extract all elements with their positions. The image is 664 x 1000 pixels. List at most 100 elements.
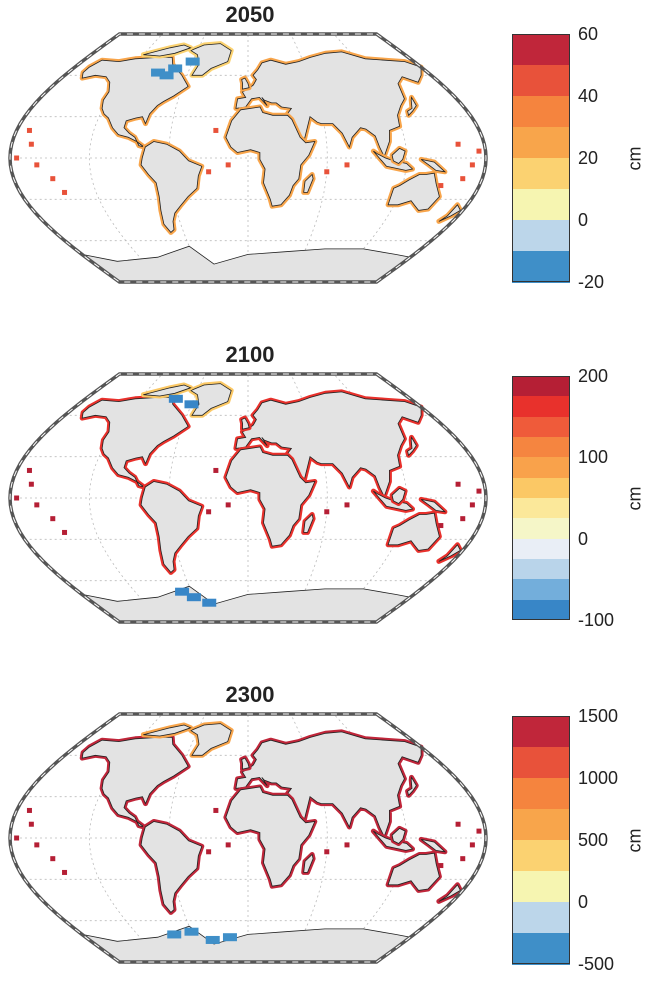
colorbar-swatch [512,599,570,621]
island-pixel [344,842,350,848]
landmass-south-america [140,481,203,573]
island-pixel [50,856,56,862]
landmass-antarctica [81,925,412,963]
graticule-meridian [333,33,408,283]
landmass-borneo [391,147,406,164]
landmass-nz [438,884,461,902]
island-pixel [213,807,219,813]
colorbar-swatch [512,96,570,128]
colorbar-tick-label: 60 [578,24,599,44]
island-pixel [34,842,40,848]
graticule-meridian [88,33,163,283]
landmass-canada-islands [143,724,192,737]
panel-title: 2300 [225,682,275,707]
landmass-canada-islands [143,384,192,397]
island-pixel [50,516,56,522]
cold-region-marker [168,394,183,403]
landmass-eurasia [235,51,422,158]
cold-region-marker [167,930,182,939]
island-pixel [460,856,466,862]
island-pixel [28,821,34,827]
colorbar-swatch [512,778,570,810]
landmass-uk [241,417,250,430]
island-pixel [455,141,461,147]
island-pixel [62,529,68,535]
landmass-south-america [140,141,203,233]
landmass-australia [387,172,440,211]
cold-region-marker [185,57,200,66]
cold-region-marker [186,593,201,602]
island-pixel [50,176,56,182]
colorbar-unit-label: cm [624,828,645,853]
landmass-uk [241,757,250,770]
landmass-nz [438,544,461,562]
colorbar-swatch [512,498,570,519]
colorbar-swatch [512,840,570,872]
cold-region-marker [202,598,217,607]
island-pixel [62,869,68,875]
colorbar-swatch [512,127,570,159]
landmass-antarctica [81,245,412,283]
colorbar-swatch [512,538,570,560]
landmass-borneo [391,827,406,844]
landmass-north-america [81,397,189,488]
island-pixel [26,467,32,473]
island-pixel [455,481,461,487]
landmass-new-guinea [420,159,447,173]
cold-region-marker [159,71,174,80]
island-pixel [324,849,330,855]
landmass-japan [407,776,417,797]
island-pixel [344,502,350,508]
landmass-madagascar [303,173,314,193]
landmass-africa [225,106,316,207]
island-pixel [206,509,212,515]
island-pixel [28,141,34,147]
colorbar-frame [512,716,570,964]
cold-region-marker [205,935,220,944]
colorbar-swatch [512,871,570,903]
landmass-canada-islands [143,44,192,57]
colorbar-tick-label: 1000 [578,768,619,788]
landmass-eurasia [235,391,422,498]
colorbar-swatch [512,376,570,397]
cold-region-marker [222,933,237,942]
colorbar-unit-label: cm [624,486,645,511]
colorbar-swatch [512,34,570,66]
colorbar-swatch [512,251,570,283]
island-pixel [344,162,350,168]
colorbar-swatch [512,747,570,779]
landmass-south-america [140,821,203,913]
panel-title: 2100 [225,342,275,367]
graticule-meridian [333,373,408,623]
landmass-madagascar [303,853,314,873]
island-pixel [324,169,330,175]
island-pixel [225,502,231,508]
landmass-africa [225,446,316,547]
colorbar-tick-label: 100 [578,447,609,468]
colorbar-tick-label: -20 [578,272,605,292]
island-pixel [476,148,482,154]
colorbar-swatch [512,933,570,965]
island-pixel [438,863,444,869]
island-pixel [476,488,482,494]
colorbar-swatch [512,437,570,458]
island-pixel [14,495,20,501]
landmass-north-america [81,737,189,828]
island-pixel [206,849,212,855]
colorbar-swatch [512,559,570,580]
landmass-japan [407,96,417,117]
landmass-australia [387,852,440,891]
island-pixel [62,189,68,195]
landmass-greenland [189,723,232,756]
island-pixel [26,127,32,133]
colorbar-swatch [512,716,570,748]
colorbar-tick-label: 0 [578,528,589,549]
colorbar-swatch [512,65,570,97]
colorbar-swatch [512,579,570,601]
island-pixel [14,155,20,161]
island-pixel [213,467,219,473]
world-map [8,372,488,624]
landmass-africa [225,786,316,887]
colorbar-tick-label: 20 [578,148,599,168]
island-pixel [469,502,475,508]
